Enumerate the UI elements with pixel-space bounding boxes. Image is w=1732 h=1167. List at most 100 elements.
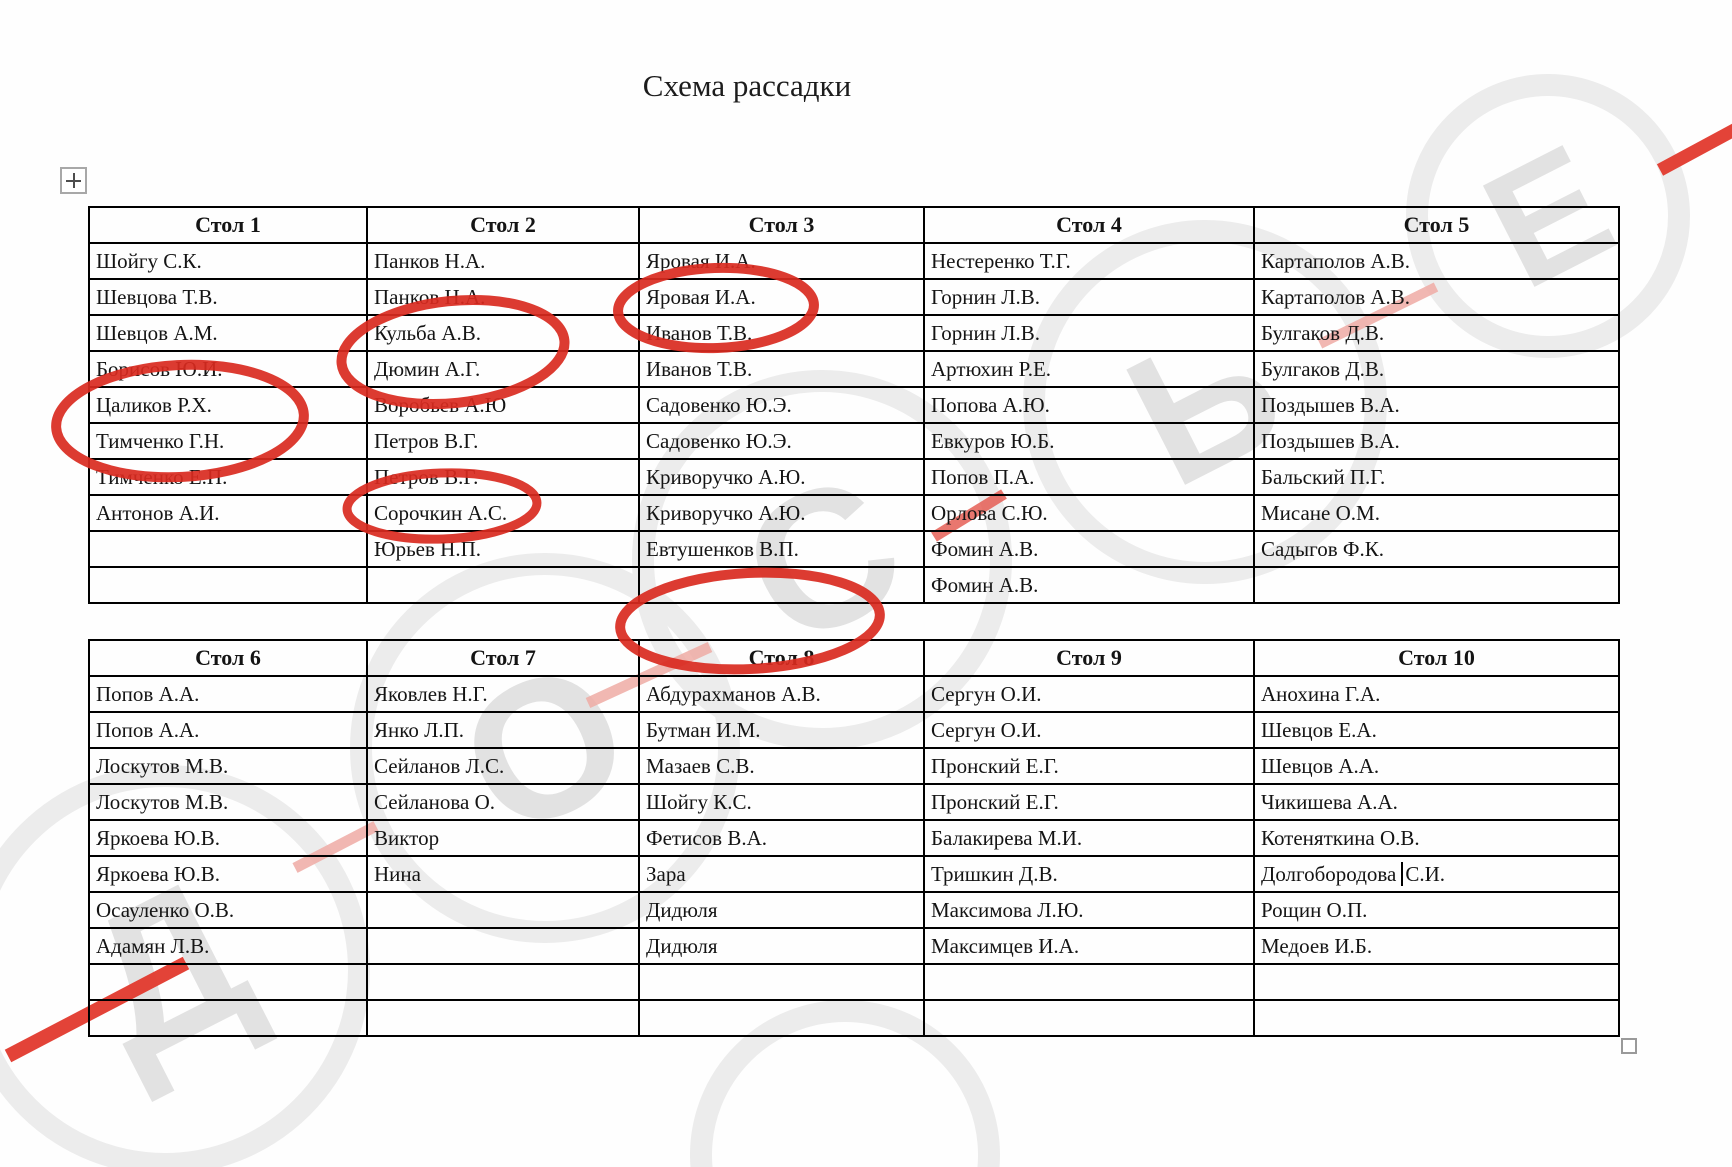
seat-cell[interactable]: Сейланов Л.С. (366, 747, 640, 785)
seat-cell[interactable]: Садыгов Ф.К. (1253, 530, 1620, 568)
seat-cell[interactable]: Панков Н.А. (366, 242, 640, 280)
seat-cell[interactable]: Иванов Т.В. (638, 350, 925, 388)
seat-cell[interactable]: Картаполов А.В. (1253, 278, 1620, 316)
seat-cell[interactable] (366, 999, 640, 1037)
seat-cell[interactable]: Булгаков Д.В. (1253, 314, 1620, 352)
seat-cell[interactable] (923, 963, 1255, 1001)
seat-cell[interactable] (1253, 999, 1620, 1037)
seat-cell[interactable]: Бутман И.М. (638, 711, 925, 749)
seat-cell[interactable]: Балакирева М.И. (923, 819, 1255, 857)
seat-cell[interactable]: Фетисов В.А. (638, 819, 925, 857)
seat-cell[interactable]: Зара (638, 855, 925, 893)
seat-cell[interactable]: Сорочкин А.С. (366, 494, 640, 532)
seat-cell[interactable]: Садовенко Ю.Э. (638, 386, 925, 424)
seat-cell[interactable]: Яровая И.А. (638, 278, 925, 316)
seat-cell[interactable]: Орлова С.Ю. (923, 494, 1255, 532)
seat-cell[interactable]: Котеняткина О.В. (1253, 819, 1620, 857)
seat-cell[interactable] (88, 963, 368, 1001)
seat-cell[interactable]: Сергун О.И. (923, 711, 1255, 749)
seat-cell[interactable]: Петров В.Г. (366, 422, 640, 460)
seat-cell[interactable] (366, 566, 640, 604)
seat-cell[interactable]: Долгобородова С.И. (1253, 855, 1620, 893)
seat-cell[interactable] (88, 999, 368, 1037)
seat-cell[interactable]: Евтушенков В.П. (638, 530, 925, 568)
seat-cell[interactable]: Шойгу К.С. (638, 783, 925, 821)
seat-cell[interactable]: Максимцев И.А. (923, 927, 1255, 965)
seat-cell[interactable] (638, 963, 925, 1001)
seat-cell[interactable]: Лоскутов М.В. (88, 747, 368, 785)
seat-cell[interactable]: Иванов Т.В. (638, 314, 925, 352)
seat-cell[interactable]: Дидюля (638, 891, 925, 929)
seat-cell[interactable] (1253, 963, 1620, 1001)
seat-cell[interactable]: Артюхин Р.Е. (923, 350, 1255, 388)
seat-cell[interactable]: Попов А.А. (88, 711, 368, 749)
seat-cell[interactable]: Тимченко Г.Н. (88, 422, 368, 460)
seat-cell[interactable]: Яркоева Ю.В. (88, 855, 368, 893)
table-resize-handle[interactable] (1621, 1038, 1637, 1054)
seat-cell[interactable]: Дюмин А.Г. (366, 350, 640, 388)
seat-cell[interactable]: Лоскутов М.В. (88, 783, 368, 821)
seat-cell[interactable]: Пронский Е.Г. (923, 747, 1255, 785)
seat-cell[interactable]: Шевцова Т.В. (88, 278, 368, 316)
seat-cell[interactable]: Бальский П.Г. (1253, 458, 1620, 496)
seat-cell[interactable]: Евкуров Ю.Б. (923, 422, 1255, 460)
seat-cell[interactable] (638, 566, 925, 604)
seat-cell[interactable] (366, 891, 640, 929)
seat-cell[interactable]: Сейланова О. (366, 783, 640, 821)
seat-cell[interactable]: Криворучко А.Ю. (638, 494, 925, 532)
seat-cell[interactable] (1253, 566, 1620, 604)
seat-cell[interactable]: Янко Л.П. (366, 711, 640, 749)
seat-cell[interactable]: Тимченко Е.П. (88, 458, 368, 496)
seat-cell[interactable]: Тришкин Д.В. (923, 855, 1255, 893)
seat-cell[interactable] (366, 963, 640, 1001)
seat-cell[interactable]: Рощин О.П. (1253, 891, 1620, 929)
seat-cell[interactable]: Шевцов А.М. (88, 314, 368, 352)
seat-cell[interactable]: Шевцов Е.А. (1253, 711, 1620, 749)
seat-cell[interactable]: Фомин А.В. (923, 566, 1255, 604)
seat-cell[interactable]: Яркоева Ю.В. (88, 819, 368, 857)
seat-cell[interactable]: Пронский Е.Г. (923, 783, 1255, 821)
seat-cell[interactable]: Криворучко А.Ю. (638, 458, 925, 496)
seat-cell[interactable]: Попова А.Ю. (923, 386, 1255, 424)
seat-cell[interactable]: Сергун О.И. (923, 675, 1255, 713)
seat-cell[interactable]: Попов А.А. (88, 675, 368, 713)
seat-cell[interactable]: Яровая И.А. (638, 242, 925, 280)
seat-cell[interactable]: Кульба А.В. (366, 314, 640, 352)
seat-cell[interactable] (923, 999, 1255, 1037)
seat-cell[interactable]: Борисов Ю.И. (88, 350, 368, 388)
seat-cell[interactable]: Цаликов Р.Х. (88, 386, 368, 424)
seat-cell[interactable]: Мисане О.М. (1253, 494, 1620, 532)
seat-cell[interactable]: Поздышев В.А. (1253, 422, 1620, 460)
seat-cell[interactable]: Юрьев Н.П. (366, 530, 640, 568)
seat-cell[interactable]: Виктор (366, 819, 640, 857)
seat-cell[interactable]: Абдурахманов А.В. (638, 675, 925, 713)
seat-cell[interactable]: Шевцов А.А. (1253, 747, 1620, 785)
seat-cell[interactable]: Шойгу С.К. (88, 242, 368, 280)
seat-cell[interactable]: Картаполов А.В. (1253, 242, 1620, 280)
seat-cell[interactable]: Панков Н.А. (366, 278, 640, 316)
seat-cell[interactable]: Попов П.А. (923, 458, 1255, 496)
seat-cell[interactable]: Булгаков Д.В. (1253, 350, 1620, 388)
seat-cell[interactable]: Садовенко Ю.Э. (638, 422, 925, 460)
seat-cell[interactable]: Яковлев Н.Г. (366, 675, 640, 713)
seat-cell[interactable] (88, 566, 368, 604)
seat-cell[interactable]: Адамян Л.В. (88, 927, 368, 965)
seat-cell[interactable]: Горнин Л.В. (923, 314, 1255, 352)
seat-cell[interactable]: Осауленко О.В. (88, 891, 368, 929)
seat-cell[interactable]: Фомин А.В. (923, 530, 1255, 568)
seat-cell[interactable]: Дидюля (638, 927, 925, 965)
seat-cell[interactable]: Чикишева А.А. (1253, 783, 1620, 821)
seat-cell[interactable] (366, 927, 640, 965)
seat-cell[interactable]: Антонов А.И. (88, 494, 368, 532)
seat-cell[interactable]: Поздышев В.А. (1253, 386, 1620, 424)
seat-cell[interactable]: Горнин Л.В. (923, 278, 1255, 316)
seat-cell[interactable]: Воробьев А.Ю (366, 386, 640, 424)
seat-cell[interactable] (638, 999, 925, 1037)
seat-cell[interactable]: Мазаев С.В. (638, 747, 925, 785)
seat-cell[interactable] (88, 530, 368, 568)
seat-cell[interactable]: Медоев И.Б. (1253, 927, 1620, 965)
seat-cell[interactable]: Петров В.Г. (366, 458, 640, 496)
seat-cell[interactable]: Нина (366, 855, 640, 893)
seat-cell[interactable]: Максимова Л.Ю. (923, 891, 1255, 929)
table-move-handle[interactable] (60, 167, 87, 194)
